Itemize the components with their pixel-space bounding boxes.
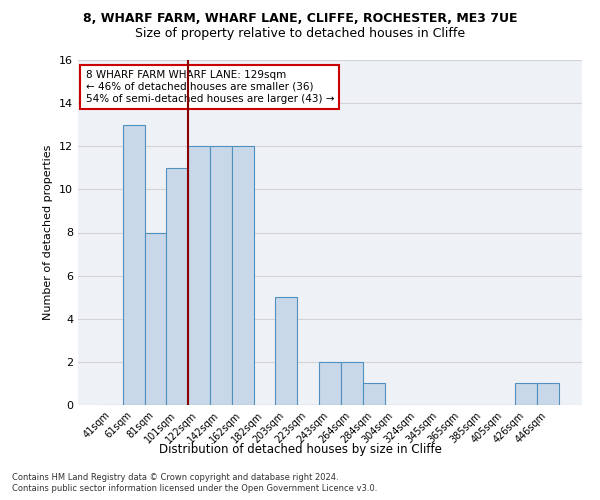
Text: Contains public sector information licensed under the Open Government Licence v3: Contains public sector information licen… [12,484,377,493]
Text: Distribution of detached houses by size in Cliffe: Distribution of detached houses by size … [158,442,442,456]
Bar [275,297,297,405]
Bar [210,146,232,405]
Bar [341,362,363,405]
Bar [363,384,385,405]
Bar [166,168,188,405]
Bar [319,362,341,405]
Bar [515,384,537,405]
Y-axis label: Number of detached properties: Number of detached properties [43,145,53,320]
Bar [232,146,254,405]
Text: Size of property relative to detached houses in Cliffe: Size of property relative to detached ho… [135,28,465,40]
Bar [123,124,145,405]
Text: 8 WHARF FARM WHARF LANE: 129sqm
← 46% of detached houses are smaller (36)
54% of: 8 WHARF FARM WHARF LANE: 129sqm ← 46% of… [86,70,334,104]
Bar [145,232,166,405]
Text: Contains HM Land Registry data © Crown copyright and database right 2024.: Contains HM Land Registry data © Crown c… [12,472,338,482]
Text: 8, WHARF FARM, WHARF LANE, CLIFFE, ROCHESTER, ME3 7UE: 8, WHARF FARM, WHARF LANE, CLIFFE, ROCHE… [83,12,517,26]
Bar [537,384,559,405]
Bar [188,146,210,405]
